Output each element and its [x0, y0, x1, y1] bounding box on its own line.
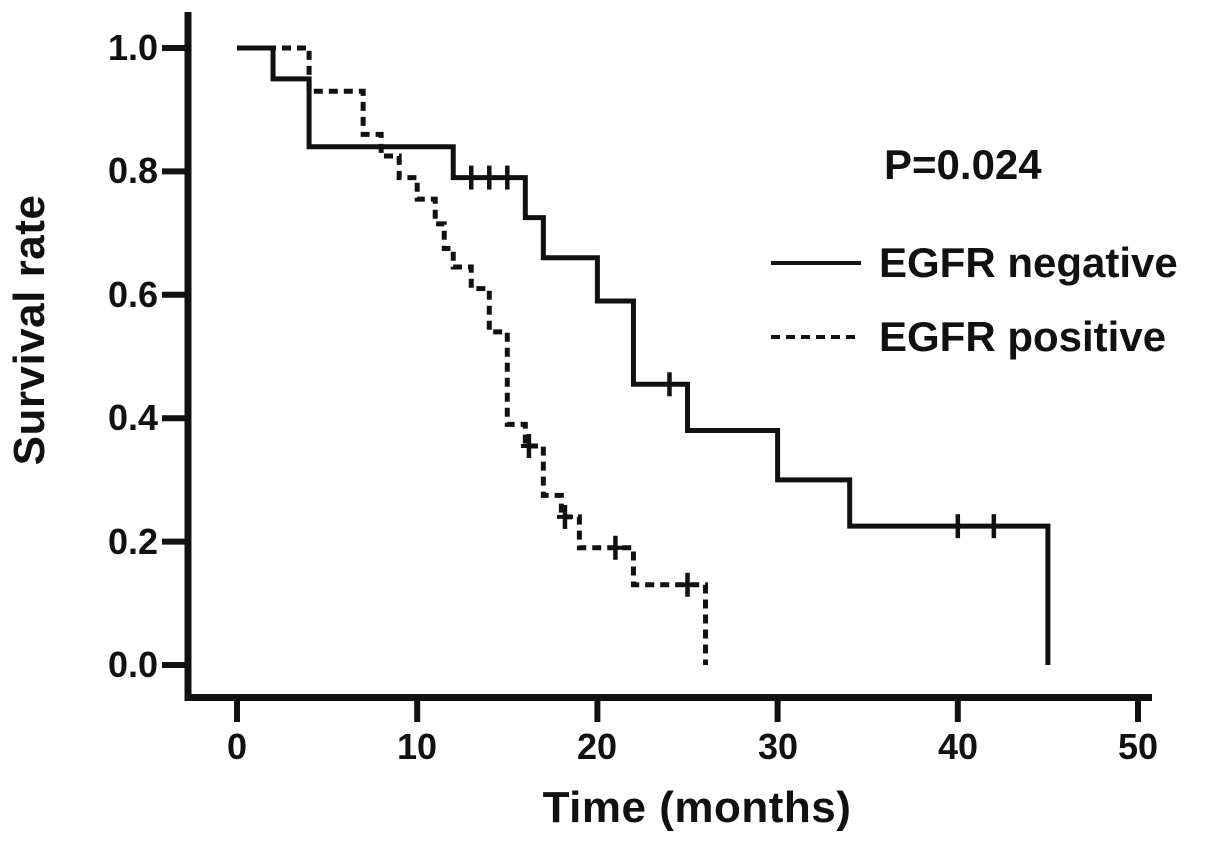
- x-tick-label-20: 20: [576, 726, 618, 767]
- legend-item-egfr-negative: EGFR negative: [771, 241, 1178, 285]
- x-axis-title: Time (months): [542, 783, 852, 832]
- y-tick-label-0.8: 0.8: [107, 150, 158, 191]
- y-tick-label-1.0: 1.0: [107, 27, 158, 68]
- p-value-annotation: P=0.024: [884, 141, 1042, 188]
- y-tick-label-0.4: 0.4: [107, 397, 158, 438]
- x-tick-label-10: 10: [396, 726, 438, 767]
- legend-label-egfr-positive: EGFR positive: [879, 313, 1167, 360]
- y-tick-label-0.0: 0.0: [107, 644, 158, 685]
- y-tick-label-0.6: 0.6: [107, 274, 158, 315]
- x-tick-label-30: 30: [757, 726, 799, 767]
- legend-label-egfr-negative: EGFR negative: [879, 239, 1178, 286]
- x-tick-label-40: 40: [937, 726, 979, 767]
- series-curve-egfr-negative: [237, 45, 1051, 665]
- y-axis-title: Survival rate: [5, 194, 54, 466]
- legend-item-egfr-positive: EGFR positive: [771, 315, 1166, 359]
- legend-solid-line-swatch: [771, 261, 861, 265]
- x-tick-label-0: 0: [226, 726, 248, 767]
- y-tick-label-0.2: 0.2: [107, 521, 158, 562]
- x-tick-label-50: 50: [1117, 726, 1159, 767]
- legend-dashed-line-swatch: [771, 335, 861, 339]
